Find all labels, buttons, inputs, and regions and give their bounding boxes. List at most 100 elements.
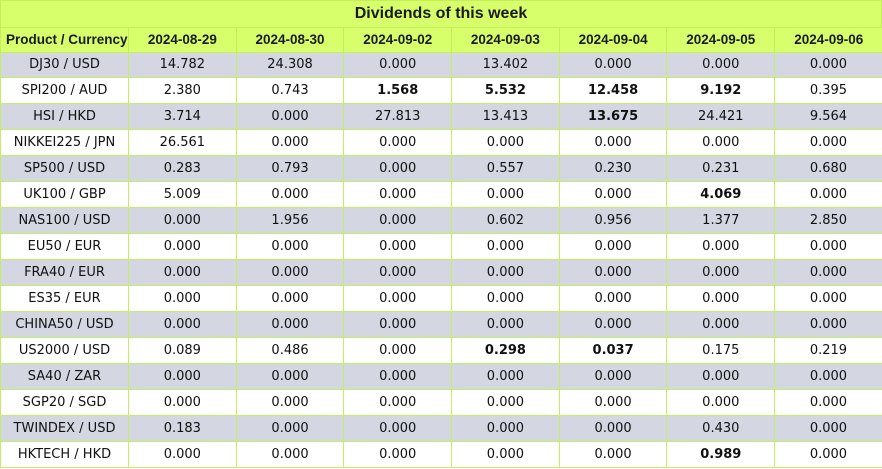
- dividend-value-cell: 0.000: [451, 440, 560, 468]
- dividend-value-cell: 0.000: [774, 284, 882, 312]
- product-currency-cell: UK100 / GBP: [0, 181, 129, 209]
- dividend-value-cell: 0.000: [774, 129, 882, 157]
- dividend-value-cell: 0.000: [128, 388, 237, 416]
- dividend-value-cell: 0.298: [451, 336, 560, 364]
- dividend-value-cell: 0.000: [343, 207, 453, 235]
- product-currency-cell: NAS100 / USD: [0, 207, 129, 235]
- dividend-value-cell: 0.000: [774, 440, 882, 468]
- dividend-value-cell: 12.458: [558, 77, 668, 105]
- dividend-value-cell: 5.009: [128, 181, 237, 209]
- dividends-table: Product / Currency 2024-08-29 2024-08-30…: [0, 28, 882, 468]
- table-row: UK100 / GBP 5.009 0.000 0.000 0.000 0.000 4.06…: [0, 181, 882, 209]
- table-row: DJ30 / USD 14.782 24.308 0.000 13.402 0.000 0.…: [0, 51, 882, 79]
- dividend-value-cell: 0.000: [558, 259, 668, 286]
- table-row: SGP20 / SGD 0.000 0.000 0.000 0.000 0.000 0.00…: [0, 388, 882, 416]
- dividend-value-cell: 0.000: [343, 233, 453, 260]
- dividend-value-cell: 0.000: [128, 284, 237, 312]
- dividend-value-cell: 0.000: [343, 181, 453, 209]
- dividend-value-cell: 9.192: [666, 77, 776, 105]
- dividend-value-cell: 0.989: [666, 440, 776, 468]
- dividend-value-cell: 0.743: [235, 77, 345, 105]
- dividend-value-cell: 0.000: [343, 259, 453, 286]
- dividend-value-cell: 24.308: [235, 51, 345, 79]
- dividend-value-cell: 2.850: [774, 207, 882, 235]
- dividend-value-cell: 13.675: [558, 103, 668, 131]
- dividend-value-cell: 0.000: [666, 388, 776, 416]
- dividend-value-cell: 0.000: [343, 440, 453, 468]
- dividend-value-cell: 0.680: [774, 155, 882, 183]
- product-currency-cell: HSI / HKD: [0, 103, 129, 131]
- product-currency-cell: SA40 / ZAR: [0, 362, 129, 390]
- dividend-value-cell: 0.283: [128, 155, 237, 183]
- product-currency-cell: HKTECH / HKD: [0, 440, 129, 468]
- dividend-value-cell: 13.402: [451, 51, 560, 79]
- dividend-value-cell: 14.782: [128, 51, 237, 79]
- dividend-value-cell: 0.000: [774, 259, 882, 286]
- dividend-value-cell: 0.000: [558, 362, 668, 390]
- product-currency-cell: TWINDEX / USD: [0, 414, 129, 442]
- table-body: DJ30 / USD 14.782 24.308 0.000 13.402 0.000 0.…: [0, 51, 882, 468]
- dividend-value-cell: 0.000: [343, 155, 453, 183]
- dividend-value-cell: 0.602: [451, 207, 560, 235]
- dividend-value-cell: 0.000: [451, 284, 560, 312]
- product-currency-cell: SP500 / USD: [0, 155, 129, 183]
- dividend-value-cell: 0.000: [235, 129, 345, 157]
- header-date: 2024-09-06: [774, 28, 882, 52]
- dividend-value-cell: 0.219: [774, 336, 882, 364]
- dividend-value-cell: 0.000: [235, 233, 345, 260]
- dividend-value-cell: 0.000: [343, 310, 453, 338]
- table-row: US2000 / USD 0.089 0.486 0.000 0.298 0.037 0.1…: [0, 336, 882, 364]
- dividend-value-cell: 0.956: [558, 207, 668, 235]
- dividend-value-cell: 0.000: [235, 440, 345, 468]
- dividend-value-cell: 0.230: [558, 155, 668, 183]
- table-row: NAS100 / USD 0.000 1.956 0.000 0.602 0.956 1.3…: [0, 207, 882, 235]
- dividend-value-cell: 0.000: [666, 129, 776, 157]
- header-date: 2024-08-30: [235, 28, 344, 52]
- dividend-value-cell: 9.564: [774, 103, 882, 131]
- dividend-value-cell: 0.000: [451, 310, 560, 338]
- dividend-value-cell: 0.000: [666, 233, 776, 260]
- dividend-value-cell: 0.000: [343, 284, 453, 312]
- dividend-value-cell: 0.000: [343, 336, 453, 364]
- table-row: CHINA50 / USD 0.000 0.000 0.000 0.000 0.000 0.…: [0, 310, 882, 338]
- table-row: SA40 / ZAR 0.000 0.000 0.000 0.000 0.000 0.000…: [0, 362, 882, 390]
- dividend-value-cell: 0.000: [235, 284, 345, 312]
- product-currency-cell: EU50 / EUR: [0, 233, 129, 260]
- dividend-value-cell: 24.421: [666, 103, 776, 131]
- table-row: SPI200 / AUD 2.380 0.743 1.568 5.532 12.458 9.…: [0, 77, 882, 105]
- dividend-value-cell: 0.000: [774, 181, 882, 209]
- dividend-value-cell: 1.568: [343, 77, 453, 105]
- dividend-value-cell: 0.000: [451, 129, 560, 157]
- header-date: 2024-09-05: [666, 28, 775, 52]
- dividend-value-cell: 0.486: [235, 336, 345, 364]
- dividend-value-cell: 0.000: [774, 414, 882, 442]
- dividend-value-cell: 1.956: [235, 207, 345, 235]
- table-row: NIKKEI225 / JPN 26.561 0.000 0.000 0.000 0.00…: [0, 129, 882, 157]
- dividend-value-cell: 0.000: [774, 388, 882, 416]
- dividend-value-cell: 0.000: [235, 388, 345, 416]
- dividend-value-cell: 5.532: [451, 77, 560, 105]
- dividend-value-cell: 0.557: [451, 155, 560, 183]
- dividend-value-cell: 0.000: [558, 310, 668, 338]
- dividend-value-cell: 0.000: [451, 259, 560, 286]
- dividend-value-cell: 0.000: [235, 362, 345, 390]
- dividend-value-cell: 0.000: [558, 181, 668, 209]
- dividend-value-cell: 4.069: [666, 181, 776, 209]
- dividend-value-cell: 0.000: [343, 388, 453, 416]
- dividend-value-cell: 0.000: [451, 388, 560, 416]
- dividend-value-cell: 0.175: [666, 336, 776, 364]
- dividend-value-cell: 0.000: [235, 181, 345, 209]
- dividend-value-cell: 0.000: [343, 414, 453, 442]
- dividend-value-cell: 0.000: [343, 129, 453, 157]
- dividend-value-cell: 0.000: [666, 51, 776, 79]
- dividend-value-cell: 0.395: [774, 77, 882, 105]
- dividend-value-cell: 0.000: [558, 233, 668, 260]
- dividend-value-cell: 0.000: [343, 51, 453, 79]
- dividend-value-cell: 0.037: [558, 336, 668, 364]
- dividend-value-cell: 0.183: [128, 414, 237, 442]
- dividend-value-cell: 0.000: [451, 414, 560, 442]
- product-currency-cell: FRA40 / EUR: [0, 259, 129, 286]
- product-currency-cell: SGP20 / SGD: [0, 388, 129, 416]
- dividend-value-cell: 0.000: [451, 362, 560, 390]
- dividend-value-cell: 0.793: [235, 155, 345, 183]
